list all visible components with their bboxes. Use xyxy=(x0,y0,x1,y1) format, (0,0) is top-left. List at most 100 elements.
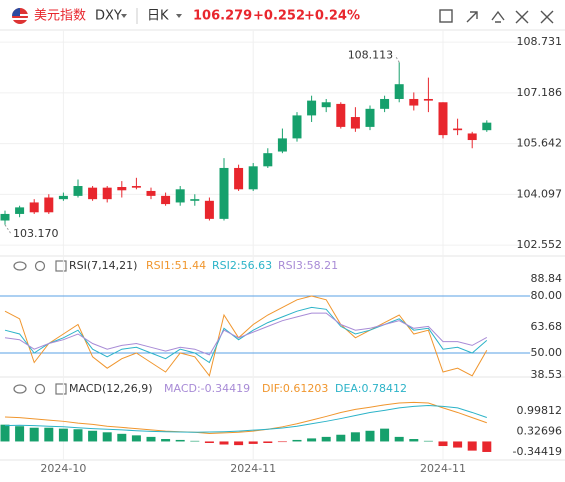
flag-canton xyxy=(12,8,20,16)
icon-button[interactable] xyxy=(439,9,453,23)
candle-body xyxy=(350,117,360,129)
candle-body xyxy=(58,195,68,200)
y-tick-label: 107.186 xyxy=(517,86,563,99)
period[interactable]: 日K xyxy=(147,9,169,24)
y-tick-label: 38.53 xyxy=(531,368,563,381)
symbol-name[interactable]: 美元指数 xyxy=(34,9,86,24)
macd-bar xyxy=(102,432,112,442)
candle-body xyxy=(73,186,83,196)
candle-body xyxy=(409,98,419,106)
annotation-leader xyxy=(4,224,12,235)
candle-body xyxy=(15,207,25,214)
macd-bar xyxy=(204,441,214,443)
macd-bar xyxy=(409,439,419,442)
flag-icon xyxy=(12,8,28,24)
candle-body xyxy=(248,166,258,190)
x-tick-label: 2024-10 xyxy=(40,462,86,475)
candle-body xyxy=(44,197,54,213)
icon-button[interactable] xyxy=(466,11,478,23)
candle-body xyxy=(161,195,171,205)
candle-body xyxy=(29,202,39,213)
gear-icon[interactable] xyxy=(34,383,46,395)
candle-body xyxy=(117,187,127,191)
icon-button[interactable] xyxy=(491,10,505,23)
indicator-title: RSI(7,14,21) xyxy=(69,259,137,272)
symbol-code[interactable]: DXY xyxy=(95,9,122,24)
x-tick-label: 2024-11 xyxy=(230,462,276,475)
indicator-line xyxy=(4,312,488,356)
macd-bar xyxy=(453,441,463,448)
grid-icon[interactable] xyxy=(55,260,67,272)
change-percent: +0.24% xyxy=(304,9,360,24)
dropdown-arrow[interactable] xyxy=(176,14,182,18)
macd-bar xyxy=(277,441,287,443)
macd-bar xyxy=(438,441,448,447)
legend-entry: RSI3:58.21 xyxy=(278,259,338,272)
macd-bar xyxy=(146,436,156,442)
icon-button[interactable] xyxy=(540,10,554,24)
candle-body xyxy=(263,153,273,167)
macd-bar xyxy=(365,430,375,442)
legend-entry: DEA:0.78412 xyxy=(335,382,407,395)
y-tick-label: 0.32696 xyxy=(517,424,563,437)
macd-bar xyxy=(467,441,477,451)
price: 106.279 xyxy=(193,9,252,24)
flag-stripe xyxy=(12,18,28,20)
macd-bar xyxy=(350,432,360,442)
change: +0.252 xyxy=(253,9,305,24)
macd-bar xyxy=(321,436,331,442)
candle-body xyxy=(146,190,156,196)
candle-body xyxy=(234,167,244,190)
macd-bar xyxy=(0,424,10,442)
macd-bar xyxy=(190,440,200,442)
eye-icon[interactable] xyxy=(13,384,27,394)
candle-body xyxy=(467,133,477,141)
legend-entry: RSI2:56.63 xyxy=(212,259,272,272)
dropdown-arrow[interactable] xyxy=(121,14,127,18)
annotation-label: 103.170 xyxy=(13,227,59,240)
candle-body xyxy=(394,84,404,99)
macd-bar xyxy=(248,441,258,444)
y-tick-label: 88.84 xyxy=(531,272,563,285)
macd-bar xyxy=(44,427,54,442)
indicator-line xyxy=(4,401,487,435)
macd-bar xyxy=(175,439,185,442)
candle-body xyxy=(0,213,10,221)
candle-body xyxy=(204,200,214,219)
macd-bar xyxy=(161,439,171,442)
candle-body xyxy=(131,186,141,188)
legend-entry: RSI1:51.44 xyxy=(146,259,206,272)
eye-icon[interactable] xyxy=(13,261,27,271)
y-tick-label: 0.99812 xyxy=(517,404,563,417)
candle-body xyxy=(102,187,112,200)
grid-icon[interactable] xyxy=(55,383,67,395)
macd-bar xyxy=(307,438,317,442)
icon-button[interactable] xyxy=(515,10,529,24)
indicator-line xyxy=(4,404,487,433)
annotation-leader xyxy=(394,55,400,63)
macd-bar xyxy=(292,439,302,442)
macd-bar xyxy=(88,430,98,442)
annotation-label: 108.113 xyxy=(348,48,394,61)
macd-bar xyxy=(73,429,83,442)
candle-body xyxy=(175,189,185,203)
macd-bar xyxy=(394,436,404,442)
y-tick-label: 63.68 xyxy=(531,320,563,333)
macd-bar xyxy=(482,441,492,452)
candle-body xyxy=(292,115,302,139)
y-tick-label: 80.00 xyxy=(531,289,563,302)
candle-body xyxy=(321,102,331,108)
macd-bar xyxy=(117,433,127,442)
candle-body xyxy=(453,128,463,131)
macd-bar xyxy=(15,426,25,442)
gear-icon[interactable] xyxy=(34,260,46,272)
candle-body xyxy=(219,167,229,219)
y-tick-label: 102.552 xyxy=(517,238,563,251)
macd-bar xyxy=(131,435,141,442)
candle-body xyxy=(365,108,375,127)
y-tick-label: 50.00 xyxy=(531,346,563,359)
macd-bar xyxy=(58,428,68,442)
candle-body xyxy=(190,199,200,201)
